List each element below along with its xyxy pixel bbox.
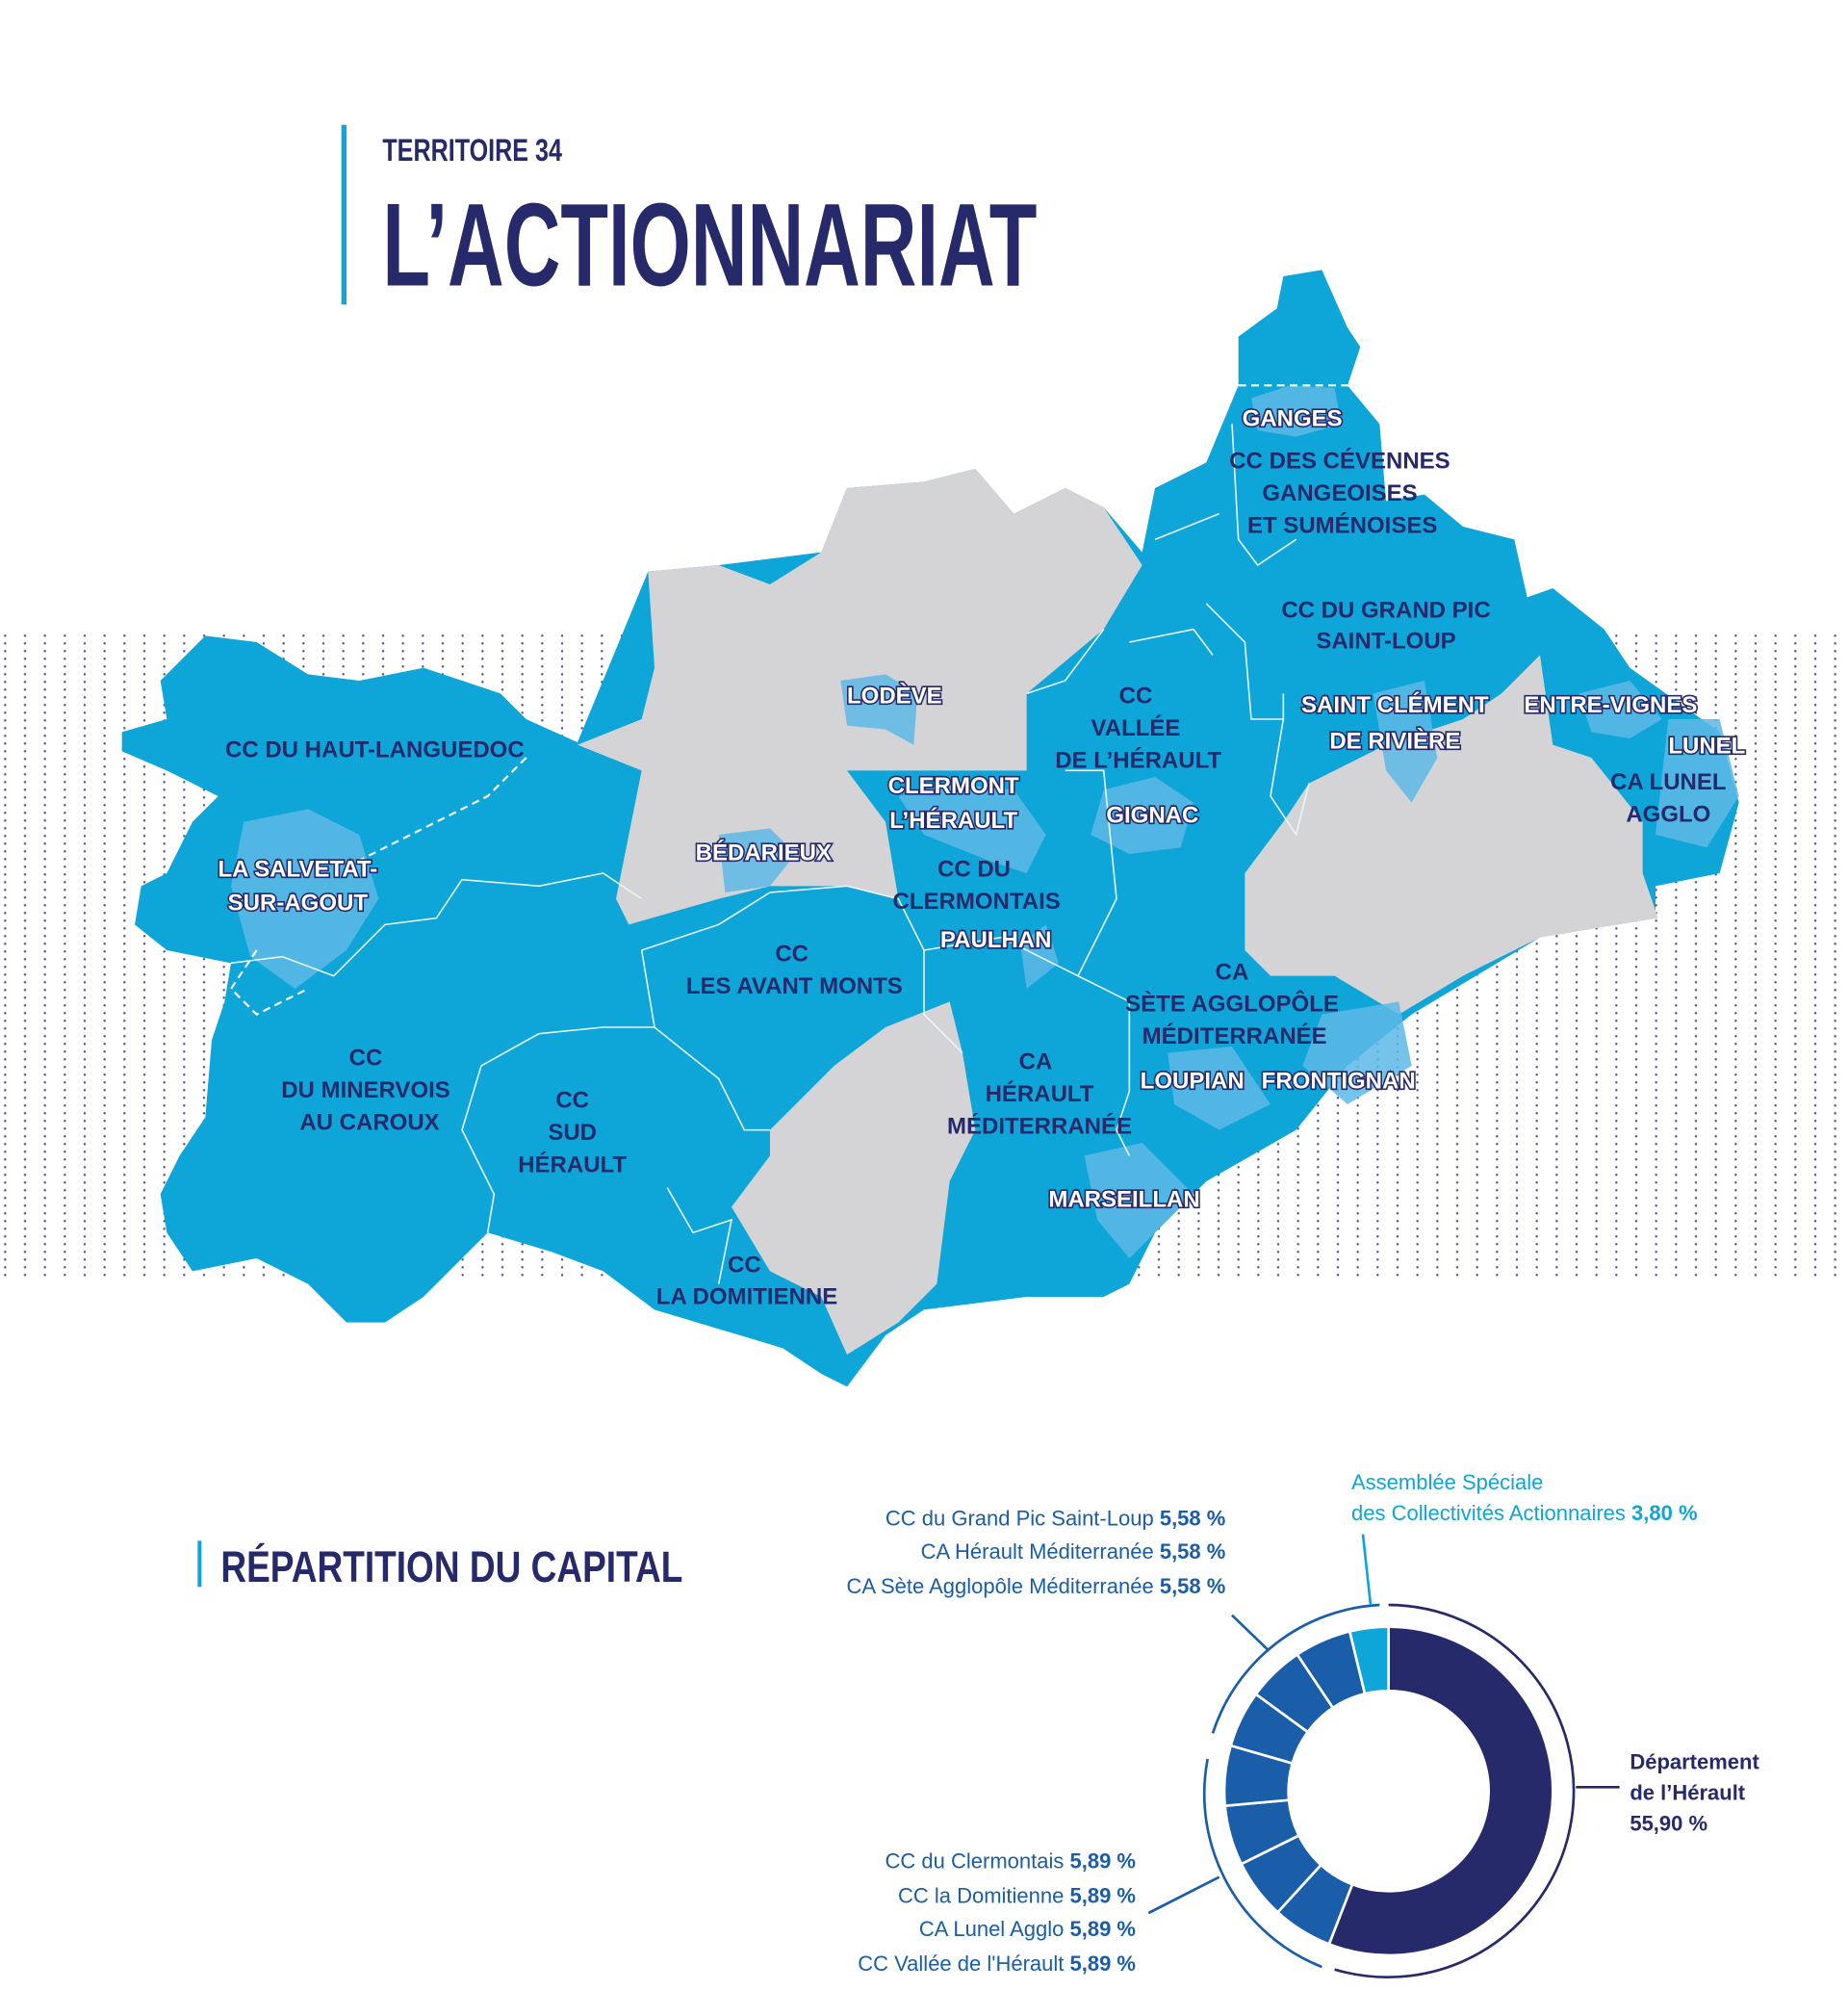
label-saint-clement: SAINT CLÉMENT (1301, 691, 1489, 718)
label-lunel-agglo: CA Lunel Agglo 5,89 % (919, 1917, 1136, 1941)
commune-lunel (1656, 719, 1739, 848)
label-frontignan: FRONTIGNAN (1262, 1069, 1416, 1095)
commune-ganges (1251, 385, 1342, 437)
donut-segment-8 (1348, 1625, 1390, 1695)
label-cc-grand-pic: SAINT-LOUP (1316, 628, 1455, 654)
ring-arc-department (1334, 1603, 1576, 1978)
commune-saint-clement (1373, 681, 1438, 803)
label-salvetat: LA SALVETAT- (218, 857, 377, 883)
label-cc-vallee: CC (1119, 684, 1153, 710)
label-loupian: LOUPIAN (1141, 1069, 1245, 1095)
label-cc-grand-pic: CC DU GRAND PIC (1281, 597, 1490, 623)
label-herault-med: CA Hérault Méditerranée 5,58 % (921, 1539, 1226, 1564)
map-labels: GANGES CC DES CÉVENNES GANGEOISES ET SUM… (217, 404, 1747, 1310)
commune-loupian-frontignan (1168, 1001, 1412, 1130)
label-gignac: GIGNAC (1106, 803, 1198, 829)
leader-line-asca (1361, 1534, 1373, 1606)
leader-line-bottom (1147, 1875, 1220, 1915)
label-cc-avant-monts: CC (775, 942, 808, 968)
salvetat-boundary (229, 384, 1373, 1016)
label-cc-haut-languedoc: CC DU HAUT-LANGUEDOC (225, 737, 525, 763)
label-bedarieux: BÉDARIEUX (696, 839, 832, 866)
label-cc-domitienne: CC (728, 1252, 761, 1278)
section-accent-bar (197, 1540, 202, 1588)
label-cc-cevennes: ET SUMÉNOISES (1247, 511, 1437, 538)
section-title: RÉPARTITION DU CAPITAL (220, 1542, 682, 1591)
commune-marseillan (1084, 1143, 1194, 1258)
label-asca-line1: Assemblée Spéciale (1351, 1470, 1543, 1494)
commune-entre-vignes (1578, 681, 1662, 738)
label-cc-minervois: CC (349, 1046, 383, 1072)
label-ca-lunel: AGGLO (1626, 801, 1710, 827)
label-cc-clermontais: CC DU (937, 857, 1011, 883)
label-cc-cevennes: GANGEOISES (1262, 480, 1417, 506)
label-clermont: L’HÉRAULT (889, 807, 1017, 834)
herault-map (121, 270, 1739, 1387)
label-ca-lunel: CA LUNEL (1610, 769, 1726, 795)
label-marseillan: MARSEILLAN (1048, 1186, 1199, 1212)
label-cc-sud-herault: HÉRAULT (518, 1150, 627, 1177)
label-ca-sete: SÈTE AGGLOPÔLE (1125, 991, 1339, 1018)
label-department-value: 55,90 % (1630, 1812, 1707, 1836)
label-department: de l’Hérault (1630, 1781, 1745, 1805)
label-entre-vignes: ENTRE-VIGNES (1524, 692, 1697, 718)
epci-borders (230, 424, 1310, 1284)
label-cc-vallee: DE L’HÉRAULT (1055, 746, 1221, 773)
label-ca-herault-med: HÉRAULT (986, 1080, 1094, 1107)
label-salvetat: SUR-AGOUT (228, 890, 369, 916)
label-cc-avant-monts: LES AVANT MONTS (686, 973, 903, 999)
label-cc-vallee: VALLÉE (1091, 714, 1181, 741)
label-cc-sud-herault: CC (555, 1088, 589, 1114)
label-sete: CA Sète Agglopôle Méditerranée 5,58 % (846, 1574, 1225, 1598)
label-saint-clement: DE RIVIÈRE (1329, 727, 1460, 754)
ring-arc-collectivities (1202, 1603, 1380, 1969)
label-paulhan: PAULHAN (940, 927, 1052, 953)
label-cc-cevennes: CC DES CÉVENNES (1229, 448, 1450, 475)
label-department: Département (1630, 1750, 1759, 1774)
non-member-montpellier (1245, 655, 1658, 1015)
commune-gignac (1091, 777, 1194, 854)
label-ca-herault-med: MÉDITERRANÉE (947, 1112, 1132, 1139)
non-member-beziers (732, 1001, 976, 1355)
leader-line-top (1231, 1614, 1270, 1651)
page-kicker: TERRITOIRE 34 (382, 133, 562, 168)
label-cc-sud-herault: SUD (548, 1120, 597, 1146)
label-lodeve: LODÈVE (847, 683, 942, 710)
label-vallee: CC Vallée de l'Hérault 5,89 % (858, 1951, 1136, 1976)
label-cc-clermontais: CLERMONTAIS (893, 889, 1061, 915)
label-ca-sete: CA (1216, 959, 1249, 985)
label-cc-minervois: DU MINERVOIS (281, 1077, 450, 1103)
commune-salvetat (231, 809, 379, 989)
label-lunel: LUNEL (1668, 734, 1745, 760)
label-cc-domitienne: LA DOMITIENNE (656, 1284, 837, 1310)
label-cc-minervois: AU CAROUX (299, 1109, 439, 1135)
capital-donut-chart (1222, 1625, 1554, 1957)
commune-bedarieux (718, 828, 796, 892)
title-accent-bar (341, 124, 346, 305)
commune-clermont (898, 783, 1046, 873)
donut-segment-0 (1327, 1625, 1554, 1957)
label-asca: des Collectivités Actionnaires 3,80 % (1351, 1501, 1698, 1525)
label-ganges: GANGES (1243, 406, 1343, 432)
label-grand-pic: CC du Grand Pic Saint-Loup 5,58 % (886, 1506, 1225, 1530)
label-domitienne: CC la Domitienne 5,89 % (898, 1883, 1136, 1907)
label-clermont: CLERMONT (888, 773, 1019, 799)
page-title: L’ACTIONNARIAT (382, 178, 1037, 310)
label-ca-sete: MÉDITERRANÉE (1142, 1022, 1327, 1049)
label-clermontais: CC du Clermontais 5,89 % (886, 1848, 1136, 1873)
label-ca-herault-med: CA (1019, 1049, 1053, 1075)
commune-lodeve (840, 674, 918, 745)
